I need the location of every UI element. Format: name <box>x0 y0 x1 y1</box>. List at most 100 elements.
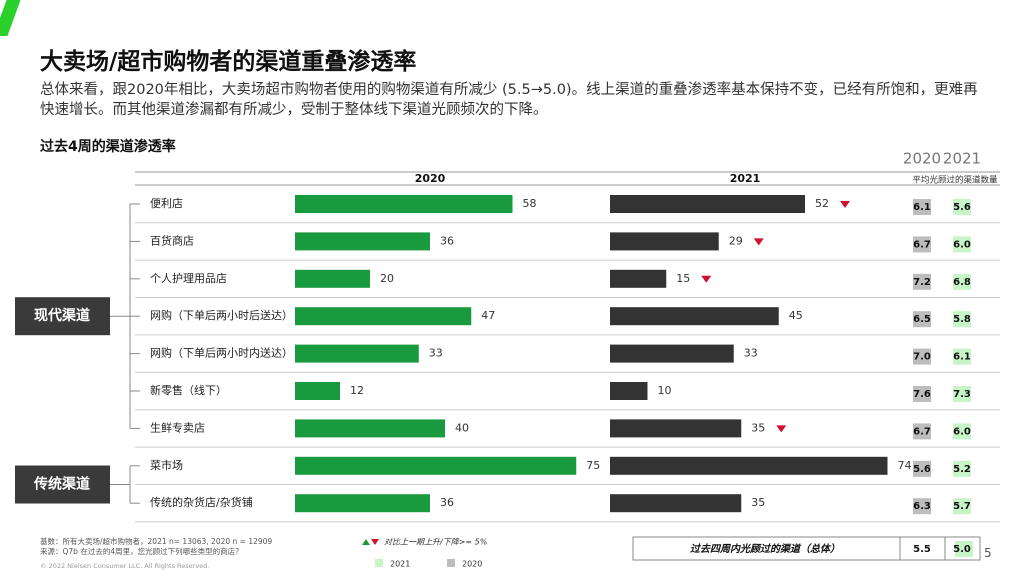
legend-swatch <box>447 559 455 567</box>
category-label: 百货商店 <box>150 233 194 247</box>
table-cell <box>953 273 971 290</box>
legend-label: 2020 <box>462 560 482 569</box>
value-label: 36 <box>440 234 454 247</box>
copyright: © 2022 Nielsen Consumer LLC. All Rights … <box>40 562 210 570</box>
table-cell <box>913 460 931 477</box>
table-value: 6.7 <box>913 426 931 437</box>
table-cell <box>913 273 931 290</box>
table-cell <box>913 311 931 328</box>
legend-note: 对比上一期上升/下降>= 5% <box>384 538 487 547</box>
group-label: 传统渠道 <box>33 476 90 493</box>
decline-marker <box>753 238 764 246</box>
table-cell <box>953 386 971 402</box>
group-box <box>15 297 110 336</box>
subtitle: 总体来看，跟2020年相比，大卖场超市购物者使用的购物渠道有所减少 (5.5→5… <box>40 82 978 118</box>
table-cell <box>913 199 931 215</box>
value-label: 58 <box>523 197 537 210</box>
table-cell <box>953 311 971 328</box>
slide-title: 大卖场/超市购物者的渠道重叠渗透率 <box>40 49 417 75</box>
bar <box>295 307 472 326</box>
page-number: 5 <box>984 546 992 560</box>
bar <box>610 382 648 400</box>
value-label: 75 <box>586 459 600 472</box>
table-cell <box>953 236 971 253</box>
bar <box>610 269 667 288</box>
footnote: 来源：Q7b 在过去的4周里，您光顾过下列哪些类型的商店？ <box>40 547 243 556</box>
bar <box>295 269 370 288</box>
category-label: 传统的杂货店/杂货铺 <box>150 495 253 509</box>
table-value: 7.0 <box>913 352 931 363</box>
decline-marker <box>776 425 787 433</box>
value-label: 74 <box>898 459 912 472</box>
table-value: 6.0 <box>953 239 971 250</box>
table-value: 6.7 <box>913 239 931 250</box>
table-value: 5.6 <box>913 464 931 475</box>
value-label: 15 <box>676 272 690 285</box>
category-label: 生鲜专卖店 <box>150 420 205 434</box>
value-label: 35 <box>751 421 765 434</box>
bar <box>295 232 430 251</box>
total-value: 5.0 <box>953 544 971 555</box>
bar <box>610 195 805 213</box>
category-label: 便利店 <box>150 196 183 210</box>
group-box <box>15 465 110 504</box>
table-cell <box>953 460 971 477</box>
value-label: 12 <box>350 384 364 397</box>
table-cell <box>953 199 971 215</box>
table-value: 6.5 <box>913 314 931 325</box>
value-label: 10 <box>658 384 672 397</box>
bar <box>610 344 734 363</box>
bar <box>295 344 419 363</box>
value-label: 35 <box>751 496 765 509</box>
table-value: 7.2 <box>913 277 931 288</box>
category-label: 菜市场 <box>150 458 183 472</box>
bar <box>295 494 430 513</box>
total-value: 5.5 <box>913 544 931 555</box>
table-value: 6.0 <box>953 426 971 437</box>
group-label: 现代渠道 <box>34 307 90 324</box>
legend-label: 2021 <box>390 560 410 569</box>
total-box <box>632 536 981 561</box>
bar <box>610 494 742 513</box>
chart-title: 过去4周的渠道渗透率 <box>40 139 176 155</box>
table-value: 7.3 <box>953 389 971 400</box>
legend-up <box>362 539 370 545</box>
bar <box>295 456 577 475</box>
category-label: 网购（下单后两小时后送达） <box>150 308 293 322</box>
bar <box>610 307 779 326</box>
table-value: 6.1 <box>913 202 931 213</box>
table-value: 6.3 <box>913 501 931 512</box>
table-cell <box>953 423 971 440</box>
table-cell <box>955 541 973 557</box>
footnote: 基数：所有大卖场/超市购物者，2021 n= 13063, 2020 n = 1… <box>40 537 273 546</box>
value-label: 36 <box>440 496 454 509</box>
decline-marker <box>840 201 850 208</box>
table-value: 5.2 <box>953 464 971 475</box>
table-header: 2021 <box>943 150 981 168</box>
table-value: 5.6 <box>953 202 971 213</box>
value-label: 33 <box>744 347 758 360</box>
series-header: 2021 <box>730 172 761 185</box>
decline-marker <box>701 275 712 283</box>
table-cell <box>953 498 971 515</box>
table-cell <box>913 348 931 365</box>
table-subheader: 平均光顾过的渠道数量 <box>912 175 998 186</box>
value-label: 52 <box>815 197 829 210</box>
bar <box>610 232 719 251</box>
table-value: 5.7 <box>953 501 971 512</box>
category-label: 网购（下单后两小时内送达） <box>150 346 293 360</box>
value-label: 20 <box>380 272 394 285</box>
bar <box>610 419 742 438</box>
total-label: 过去四周内光顾过的渠道（总体） <box>690 543 840 555</box>
value-label: 47 <box>481 309 495 322</box>
table-value: 6.8 <box>953 277 971 288</box>
category-label: 新零售（线下） <box>150 383 227 397</box>
value-label: 40 <box>455 421 469 434</box>
category-label: 个人护理用品店 <box>150 271 227 285</box>
bar <box>295 382 340 400</box>
table-value: 5.8 <box>953 314 971 325</box>
table-cell <box>913 386 931 402</box>
table-header: 2020 <box>903 150 941 168</box>
legend-down <box>371 539 379 545</box>
table-cell <box>913 236 931 253</box>
